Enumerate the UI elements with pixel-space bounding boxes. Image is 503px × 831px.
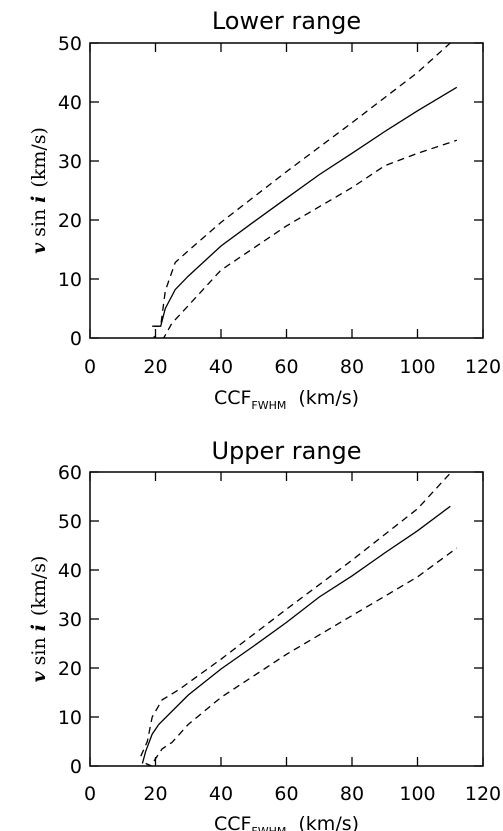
chart-1-title: Upper range <box>211 437 361 465</box>
chart-0-ytick-label: 50 <box>58 33 82 55</box>
chart-1-xtick-label: 0 <box>84 783 96 805</box>
chart-0-ytick-label: 30 <box>58 151 82 173</box>
chart-1-ytick-label: 30 <box>58 609 82 631</box>
chart-0-xtick-label: 80 <box>340 356 364 378</box>
chart-0-ylabel-var: v <box>28 242 50 254</box>
chart-0-series-2-dashed-line <box>153 139 458 338</box>
chart-1-axes-frame <box>89 471 484 767</box>
chart-0-ylabel-sin: sin <box>28 209 50 237</box>
chart-1-ylabel-ivar: i <box>28 624 50 631</box>
chart-1-xtick-label: 120 <box>465 783 501 805</box>
chart-1-series-0-solid-line <box>141 505 451 764</box>
chart-0-ytick-label: 10 <box>58 269 82 291</box>
chart-1-xlabel-unit: (km/s) <box>298 813 359 831</box>
chart-1-xtick-label: 80 <box>340 783 364 805</box>
chart-1-ytick-label: 40 <box>58 560 82 582</box>
chart-0-ytick-label: 40 <box>58 92 82 114</box>
upper-range-chart: Upper range 0 20 40 60 80 100 120 0 10 20 30 40 50 60 C… <box>28 437 501 831</box>
chart-0-xtick-label: 120 <box>465 356 501 378</box>
chart-1-xlabel-sub: FWHM <box>251 825 286 831</box>
chart-1-xtick-label: 100 <box>399 783 435 805</box>
chart-0-ylabel: v sin i (km/s) <box>28 127 50 254</box>
chart-1-ylabel-var: v <box>28 670 50 682</box>
chart-1-xtick-label: 40 <box>209 783 233 805</box>
chart-0-xlabel: CCFFWHM (km/s) <box>214 387 359 412</box>
chart-1-ylabel-unit: (km/s) <box>28 556 50 617</box>
chart-0-ytick-label: 20 <box>58 210 82 232</box>
chart-0-xtick-label: 100 <box>399 356 435 378</box>
chart-1-xlabel-main: CCF <box>214 813 251 831</box>
chart-0-series-0-solid-line <box>153 86 458 327</box>
chart-1-ytick-label: 60 <box>58 462 82 484</box>
chart-0-xtick-label: 20 <box>143 356 167 378</box>
chart-1-xtick-label: 20 <box>143 783 167 805</box>
chart-0-axes-frame <box>89 42 484 339</box>
chart-1-ytick-label: 20 <box>58 658 82 680</box>
chart-0-xtick-label: 60 <box>274 356 298 378</box>
chart-0-ylabel-unit: (km/s) <box>28 127 50 188</box>
chart-0-xtick-label: 40 <box>209 356 233 378</box>
chart-1-ylabel: v sin i (km/s) <box>28 556 50 683</box>
chart-0-xlabel-unit: (km/s) <box>298 387 359 409</box>
chart-1-xlabel: CCFFWHM (km/s) <box>214 813 359 831</box>
chart-1-series-1-dashed-line <box>140 472 453 757</box>
chart-0-xlabel-main: CCF <box>214 387 251 409</box>
chart-1-ytick-label: 10 <box>58 707 82 729</box>
chart-1-ytick-label: 50 <box>58 511 82 533</box>
chart-0-series-1-dashed-line <box>152 43 452 327</box>
chart-0-title: Lower range <box>212 7 361 35</box>
chart-1-ylabel-sin: sin <box>28 637 50 665</box>
chart-0-xtick-label: 0 <box>84 356 96 378</box>
chart-1-series-2-dashed-line <box>145 547 458 766</box>
chart-0-ytick-label: 0 <box>70 328 82 350</box>
chart-1-xtick-label: 60 <box>274 783 298 805</box>
lower-range-chart: Lower range 0 20 40 60 80 100 120 0 10 20 30 40 50 CCF… <box>28 7 501 412</box>
chart-0-xlabel-sub: FWHM <box>251 399 286 412</box>
chart-1-ytick-label: 0 <box>70 756 82 778</box>
chart-0-ylabel-ivar: i <box>28 196 50 203</box>
